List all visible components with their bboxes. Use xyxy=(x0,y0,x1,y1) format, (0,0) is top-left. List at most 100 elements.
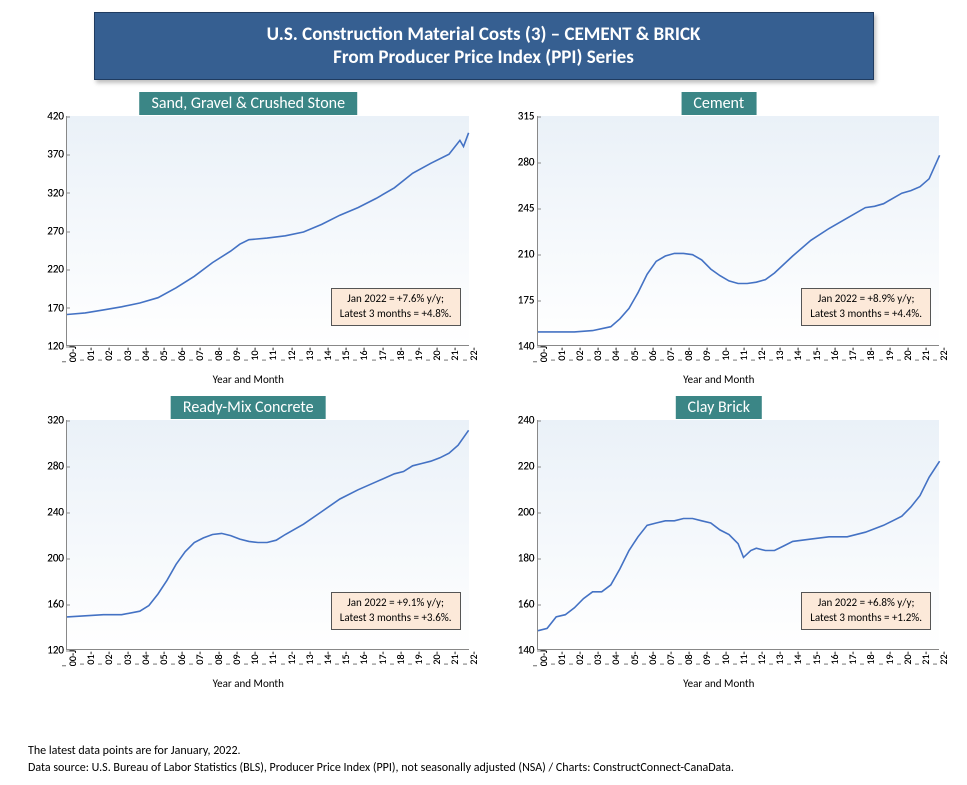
x-tick-label: 16- xyxy=(828,651,841,664)
annot-line2: Latest 3 months = +4.8%. xyxy=(340,307,452,320)
y-tick-label: 170 xyxy=(38,301,64,314)
x-tick-label: 18- xyxy=(864,347,877,360)
x-tick-label: 14- xyxy=(321,651,334,664)
x-tick-label: 20- xyxy=(430,347,443,360)
x-tick-label: 18- xyxy=(864,651,877,664)
x-tick-label: 02- xyxy=(573,651,586,664)
y-tick-label: 180 xyxy=(509,552,535,565)
x-tick-label: 19- xyxy=(412,347,425,360)
x-tick-label: 21- xyxy=(448,651,461,664)
line-series-sand xyxy=(67,133,469,315)
chart-panel-readymix: Ready-Mix Concrete Producer Price Index … xyxy=(18,392,479,692)
x-tick-label: 13- xyxy=(303,651,316,664)
x-ticks: 00-J01-02-03-04-05-06-07-08-09-10-11-12-… xyxy=(537,348,940,370)
annotation-readymix: Jan 2022 = +9.1% y/y; Latest 3 months = … xyxy=(331,592,461,630)
x-tick-label: 22- xyxy=(467,651,480,664)
x-tick-label: 15- xyxy=(810,651,823,664)
x-tick-label: 02- xyxy=(573,347,586,360)
x-tick-label: 07- xyxy=(664,651,677,664)
y-tick-label: 175 xyxy=(509,294,535,307)
annot-line1: Jan 2022 = +9.1% y/y; xyxy=(347,596,444,609)
x-tick-label: 14- xyxy=(791,651,804,664)
header-bar: U.S. Construction Material Costs (3) – C… xyxy=(94,12,874,80)
footer-line1: The latest data points are for January, … xyxy=(28,743,947,760)
x-tick-label: 15- xyxy=(810,347,823,360)
y-ticks: 140160180200220240140160180200220240 xyxy=(509,420,535,650)
x-tick-label: 14- xyxy=(321,347,334,360)
x-tick-label: 22- xyxy=(467,347,480,360)
x-tick-label: 13- xyxy=(773,347,786,360)
x-tick-label: 22- xyxy=(937,347,950,360)
x-tick-label: 17- xyxy=(846,347,859,360)
x-tick-label: 11- xyxy=(737,651,750,664)
x-axis-label: Year and Month xyxy=(683,677,754,690)
y-tick-label: 245 xyxy=(509,202,535,215)
x-tick-label: 19- xyxy=(412,651,425,664)
x-tick-label: 01- xyxy=(84,651,97,664)
y-tick-label: 280 xyxy=(509,156,535,169)
x-tick-label: 11- xyxy=(266,651,279,664)
chart-title-sand: Sand, Gravel & Crushed Stone xyxy=(139,92,357,115)
y-tick-label: 240 xyxy=(38,506,64,519)
x-ticks: 00-J01-02-03-04-05-06-07-08-09-10-11-12-… xyxy=(66,652,469,674)
x-axis-label: Year and Month xyxy=(213,677,284,690)
x-tick-label: 01- xyxy=(555,651,568,664)
chart-grid: Sand, Gravel & Crushed Stone Producer Pr… xyxy=(0,88,967,692)
x-tick-label: 04- xyxy=(609,651,622,664)
y-tick-label: 160 xyxy=(38,598,64,611)
y-tick-label: 240 xyxy=(509,414,535,427)
y-tick-label: 160 xyxy=(509,598,535,611)
y-tick-label: 140 xyxy=(509,644,535,657)
y-tick-label: 120 xyxy=(38,340,64,353)
x-tick-label: 05- xyxy=(628,347,641,360)
x-tick-label: 00-J xyxy=(66,650,79,666)
y-tick-label: 200 xyxy=(38,552,64,565)
x-tick-label: 16- xyxy=(357,347,370,360)
x-tick-label: 00-J xyxy=(537,346,550,362)
annot-line2: Latest 3 months = +3.6%. xyxy=(340,611,452,624)
x-tick-label: 04- xyxy=(609,347,622,360)
chart-panel-cement: Cement Producer Price Index (PPI) 140175… xyxy=(489,88,950,388)
y-tick-label: 320 xyxy=(38,414,64,427)
x-tick-label: 08- xyxy=(212,651,225,664)
x-tick-label: 08- xyxy=(682,651,695,664)
chart-panel-brick: Clay Brick Producer Price Index (PPI) 14… xyxy=(489,392,950,692)
x-tick-label: 10- xyxy=(248,651,261,664)
footer-line2: Data source: U.S. Bureau of Labor Statis… xyxy=(28,760,947,777)
x-ticks: 00-J01-02-03-04-05-06-07-08-09-10-11-12-… xyxy=(66,348,469,370)
x-tick-label: 12- xyxy=(285,347,298,360)
annotation-sand: Jan 2022 = +7.6% y/y; Latest 3 months = … xyxy=(331,288,461,326)
x-tick-label: 12- xyxy=(755,651,768,664)
x-tick-label: 17- xyxy=(376,651,389,664)
chart-panel-sand: Sand, Gravel & Crushed Stone Producer Pr… xyxy=(18,88,479,388)
y-tick-label: 280 xyxy=(38,460,64,473)
x-tick-label: 18- xyxy=(394,347,407,360)
y-tick-label: 320 xyxy=(38,186,64,199)
x-tick-label: 16- xyxy=(357,651,370,664)
y-tick-label: 270 xyxy=(38,225,64,238)
x-tick-label: 22- xyxy=(937,651,950,664)
x-tick-label: 20- xyxy=(430,651,443,664)
chart-title-brick: Clay Brick xyxy=(676,396,762,419)
x-tick-label: 03- xyxy=(121,651,134,664)
x-tick-label: 00-J xyxy=(66,346,79,362)
x-tick-label: 19- xyxy=(883,651,896,664)
x-tick-label: 06- xyxy=(646,347,659,360)
x-tick-label: 07- xyxy=(193,347,206,360)
x-tick-label: 21- xyxy=(448,347,461,360)
y-ticks: 140175210245280315140175210245280315 xyxy=(509,116,535,346)
y-tick-label: 315 xyxy=(509,110,535,123)
x-ticks: 00-J01-02-03-04-05-06-07-08-09-10-11-12-… xyxy=(537,652,940,674)
x-tick-label: 09- xyxy=(230,651,243,664)
annot-line2: Latest 3 months = +4.4%. xyxy=(810,307,922,320)
x-tick-label: 03- xyxy=(591,347,604,360)
x-tick-label: 00-J xyxy=(537,650,550,666)
x-tick-label: 15- xyxy=(339,347,352,360)
x-tick-label: 09- xyxy=(700,347,713,360)
x-tick-label: 02- xyxy=(102,347,115,360)
x-tick-label: 10- xyxy=(719,347,732,360)
x-tick-label: 04- xyxy=(139,651,152,664)
x-tick-label: 06- xyxy=(175,347,188,360)
x-tick-label: 15- xyxy=(339,651,352,664)
annot-line1: Jan 2022 = +8.9% y/y; xyxy=(818,292,915,305)
